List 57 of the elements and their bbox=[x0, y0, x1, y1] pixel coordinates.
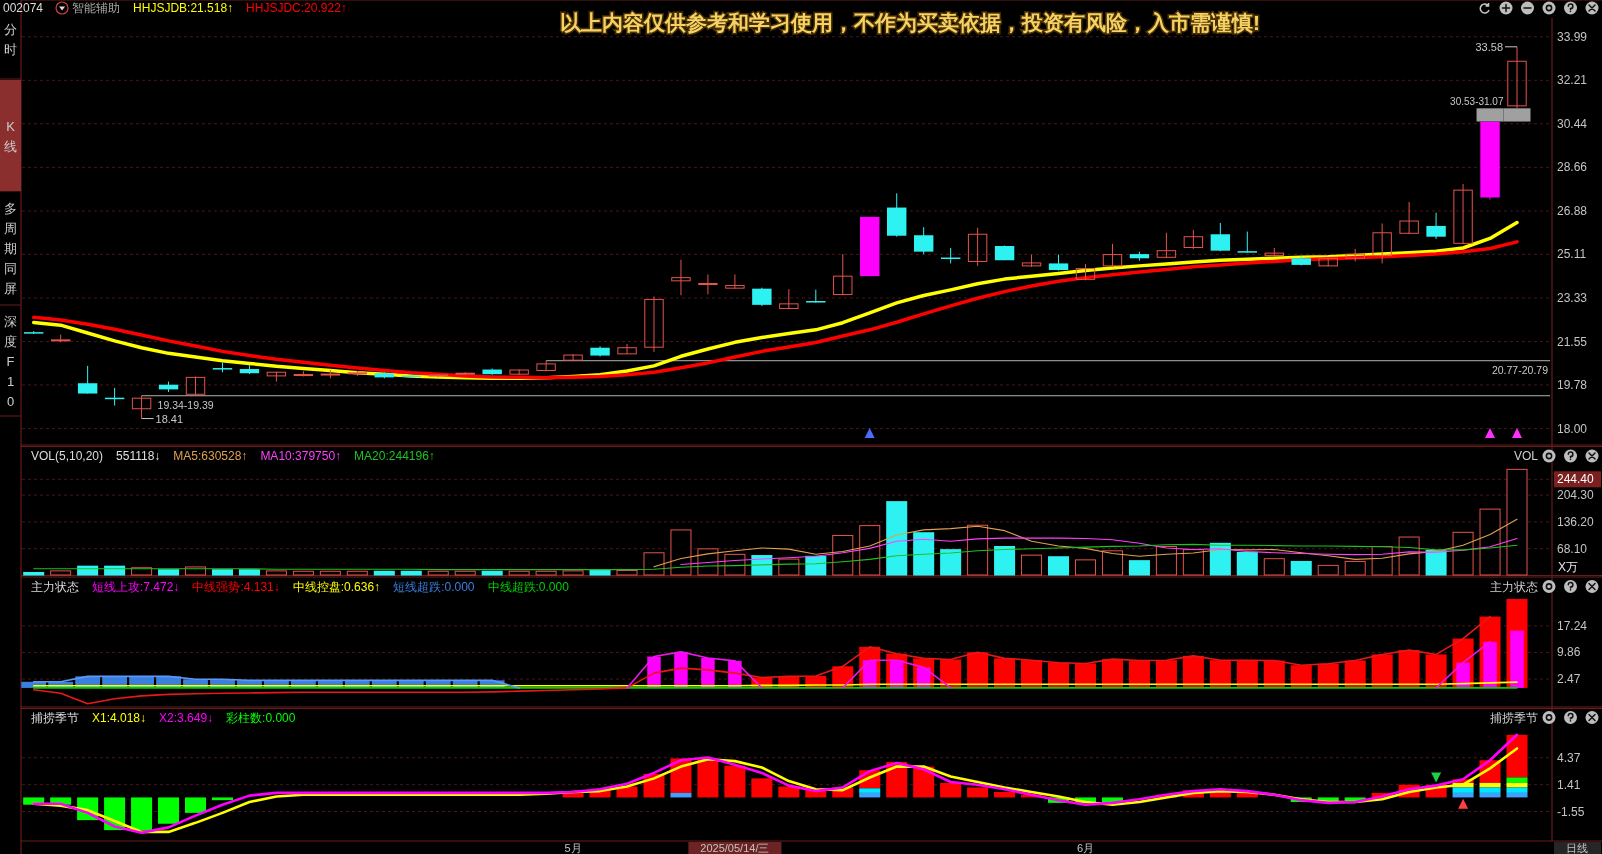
y-tick-label: 17.24 bbox=[1557, 618, 1588, 633]
x-tick-label: 5月 bbox=[564, 842, 582, 854]
y-tick-label: 19.78 bbox=[1557, 377, 1588, 392]
chart-title: 主力状态 bbox=[31, 579, 79, 594]
y-tick-label: 1.41 bbox=[1557, 777, 1581, 792]
y-tick-label: 68.10 bbox=[1557, 541, 1588, 556]
text: 深度F10 bbox=[4, 313, 17, 408]
text: HHJSJDC:20.922↑ bbox=[246, 1, 347, 15]
y-tick-label: 21.55 bbox=[1557, 334, 1588, 349]
text: X2:3.649↓ bbox=[159, 710, 214, 725]
text: MA10:379750↑ bbox=[260, 449, 342, 463]
text: 彩柱数:0.000 bbox=[226, 710, 296, 725]
y-tick-label: 244.40 bbox=[1557, 472, 1595, 487]
annotation: 以上内容仅供参考和学习使用，不作为买卖依据，投资有风险，入市需谨慎! bbox=[560, 10, 1260, 34]
text: 中线强势:4.131↓ bbox=[192, 579, 280, 594]
y-tick-label: 9.86 bbox=[1557, 645, 1581, 660]
y-tick-label: 136.20 bbox=[1557, 514, 1595, 529]
text: K线 bbox=[4, 118, 17, 153]
ref-line-label: 19.34-19.39 bbox=[157, 398, 214, 411]
text: MA5:630528↑ bbox=[173, 449, 248, 463]
y-tick-label: 30.44 bbox=[1557, 116, 1588, 131]
y-tick-label: -1.55 bbox=[1557, 804, 1585, 819]
text: MA20:244196↑ bbox=[354, 449, 435, 463]
y-tick-label: 23.33 bbox=[1557, 290, 1588, 305]
y-tick-label: 25.11 bbox=[1557, 247, 1587, 262]
y-tick-label: 33.99 bbox=[1557, 29, 1588, 44]
text: 分时 bbox=[4, 21, 17, 57]
y-tick-label: 4.37 bbox=[1557, 750, 1581, 765]
y-axis-title: X万 bbox=[1558, 559, 1579, 574]
annotation: 18.41 bbox=[155, 412, 184, 425]
annotation: 33.58 bbox=[1475, 40, 1503, 53]
text: 短线上攻:7.472↓ bbox=[92, 579, 180, 594]
text: 中线超跌:0.000 bbox=[487, 579, 570, 594]
text: 短线超跌:0.000 bbox=[393, 579, 475, 594]
text: HHJSJDB:21.518↑ bbox=[133, 1, 234, 15]
text: X1:4.018↓ bbox=[92, 710, 147, 725]
y-tick-label: 32.21 bbox=[1557, 73, 1588, 88]
y-tick-label: 18.00 bbox=[1557, 421, 1588, 436]
annotation: VOL bbox=[1513, 449, 1539, 463]
annotation: 551118↓ bbox=[116, 449, 161, 463]
y-tick-label: 28.66 bbox=[1557, 160, 1588, 175]
y-tick-label: 26.88 bbox=[1557, 203, 1588, 218]
annotation: 捕捞季节 bbox=[1490, 710, 1538, 725]
x-tick-label: 6月 bbox=[1076, 842, 1095, 854]
text: 中线控盘:0.636↑ bbox=[292, 579, 381, 594]
y-tick-label: 204.30 bbox=[1557, 488, 1595, 503]
text: 多周期同屏 bbox=[4, 200, 17, 296]
chart-title: 捕捞季节 bbox=[31, 710, 79, 725]
data-label: 30.53-31.07 bbox=[1450, 95, 1504, 107]
chart-title: VOL(5,10,20) bbox=[31, 449, 104, 463]
x-tick-label: 2025/05/14/三 bbox=[700, 842, 770, 854]
text: 日线 bbox=[1566, 842, 1588, 854]
ref-line-label: 20.77-20.79 bbox=[1491, 363, 1549, 376]
chart-title: 002074 bbox=[3, 1, 44, 15]
annotation: 智能辅助 bbox=[72, 1, 121, 15]
annotation: 主力状态 bbox=[1490, 579, 1538, 594]
y-tick-label: 2.47 bbox=[1557, 672, 1581, 687]
